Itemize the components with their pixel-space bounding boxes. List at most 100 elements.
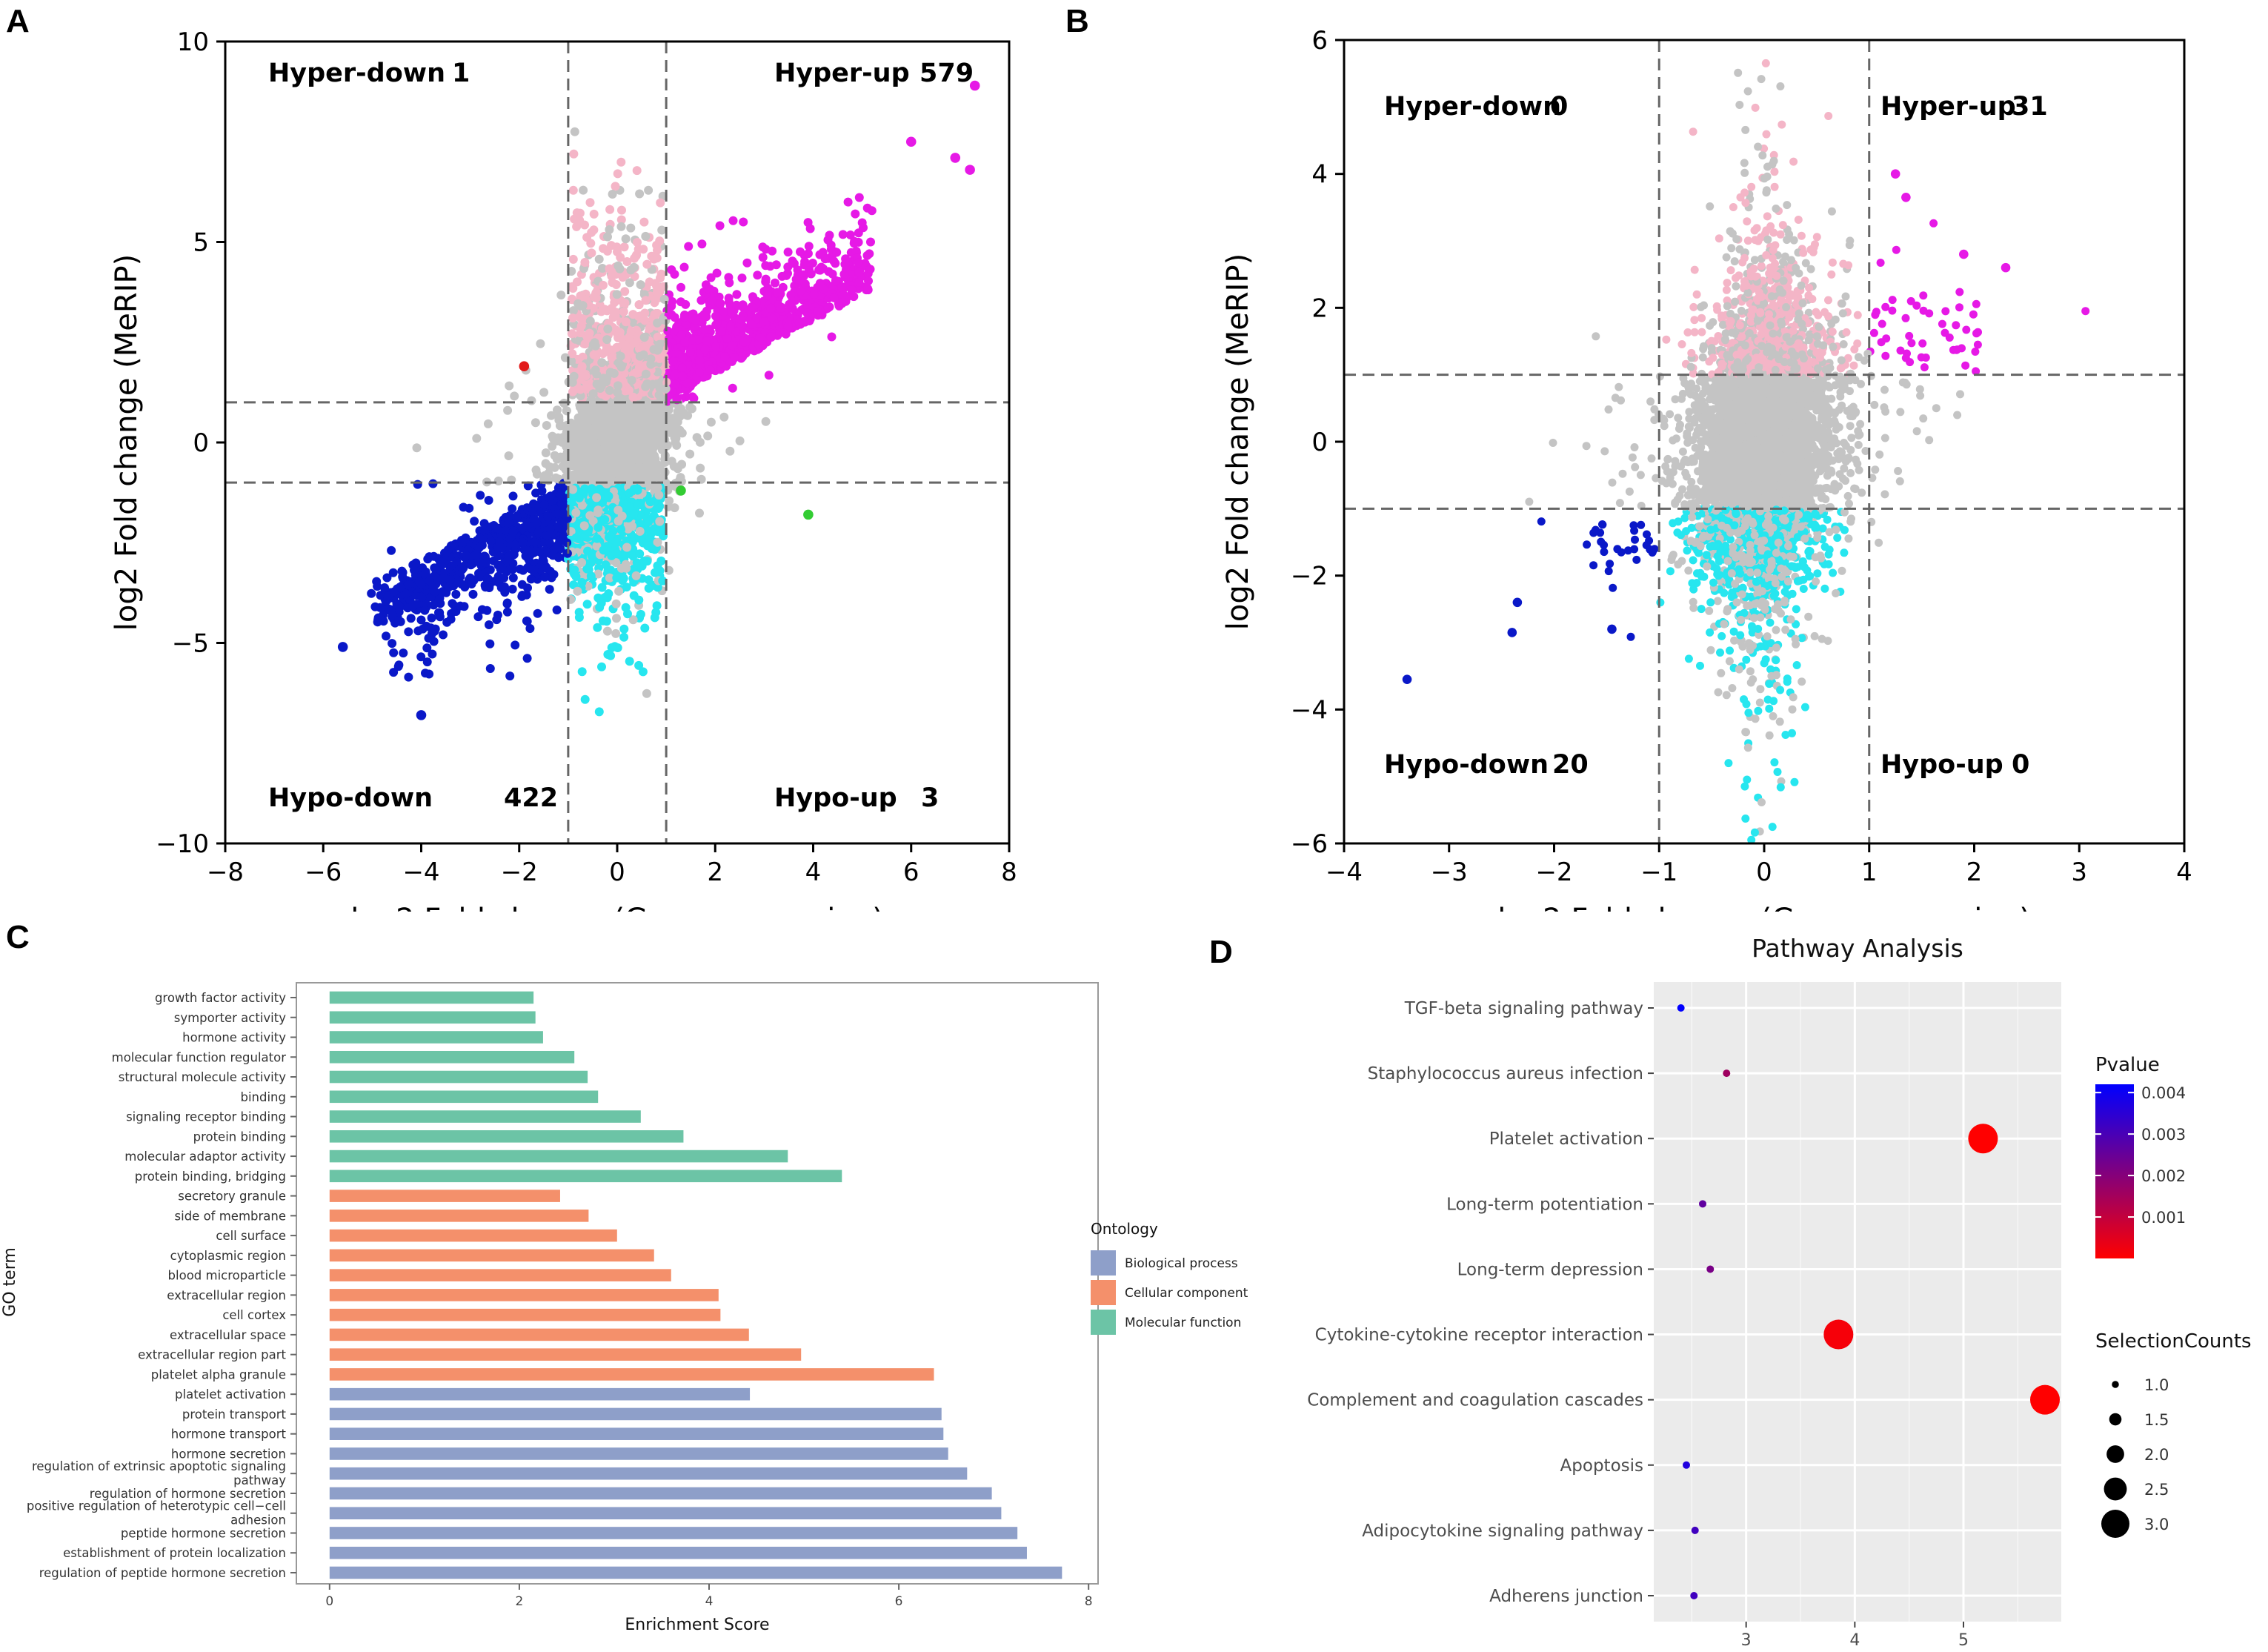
data-point — [866, 237, 875, 247]
data-point — [799, 260, 809, 270]
data-point — [396, 583, 405, 592]
data-point — [815, 250, 825, 259]
data-point — [761, 261, 771, 271]
data-point — [382, 573, 392, 583]
data-point — [763, 291, 772, 300]
data-point — [634, 456, 644, 465]
data-point — [439, 630, 448, 640]
data-point — [599, 457, 609, 466]
data-point — [540, 572, 550, 582]
data-point — [700, 345, 710, 354]
data-point — [427, 613, 436, 623]
data-point — [549, 434, 558, 444]
data-point — [485, 583, 494, 592]
data-point — [539, 388, 549, 397]
data-point — [522, 503, 532, 513]
data-point — [526, 574, 536, 584]
data-point — [711, 311, 720, 321]
data-point — [766, 303, 776, 313]
data-point — [829, 256, 839, 266]
data-point — [771, 278, 779, 288]
data-point — [679, 313, 689, 322]
data-point — [726, 322, 735, 331]
data-point — [502, 607, 512, 617]
data-point — [533, 528, 543, 537]
data-point — [558, 462, 568, 471]
data-point — [742, 258, 752, 268]
data-point — [416, 652, 426, 662]
data-point — [468, 589, 478, 599]
data-point — [388, 639, 397, 648]
data-point — [602, 626, 612, 636]
data-point — [839, 270, 849, 279]
data-point — [417, 592, 427, 602]
data-point — [834, 301, 844, 311]
data-point — [694, 335, 703, 345]
data-point — [804, 242, 814, 251]
data-point — [552, 606, 562, 614]
data-point — [843, 197, 853, 207]
data-point — [404, 627, 413, 637]
data-point — [513, 511, 522, 521]
data-point — [519, 545, 529, 554]
data-point — [569, 461, 579, 471]
data-point — [806, 269, 816, 279]
data-point — [411, 558, 421, 568]
data-point — [599, 402, 608, 412]
data-point — [724, 293, 734, 303]
data-point — [372, 577, 382, 586]
data-point — [380, 583, 389, 592]
data-point — [689, 394, 699, 403]
data-point — [702, 336, 711, 346]
data-point — [737, 273, 747, 283]
data-point — [829, 293, 839, 302]
data-point — [838, 230, 848, 239]
data-point — [865, 265, 875, 274]
data-point — [728, 383, 737, 393]
data-point — [389, 648, 399, 657]
data-point — [706, 273, 716, 282]
data-point — [642, 689, 651, 698]
data-point — [854, 228, 863, 238]
data-point — [456, 580, 466, 589]
data-point — [813, 306, 822, 316]
data-point — [393, 600, 402, 610]
data-point — [429, 551, 439, 561]
data-point — [782, 271, 791, 280]
data-point — [532, 469, 542, 479]
data-point — [636, 609, 645, 619]
data-point — [582, 443, 591, 453]
data-point — [577, 426, 586, 436]
data-point — [531, 537, 539, 547]
data-point — [803, 301, 812, 311]
data-point — [430, 626, 439, 636]
data-point — [489, 521, 499, 530]
data-point — [719, 307, 729, 316]
data-point — [508, 573, 518, 583]
data-point — [485, 664, 495, 673]
data-point — [645, 426, 655, 436]
data-point — [448, 599, 457, 608]
data-point — [634, 300, 644, 310]
data-point — [823, 235, 833, 245]
data-point — [783, 262, 793, 272]
data-point — [862, 251, 872, 260]
data-point — [508, 584, 517, 594]
data-point — [367, 588, 376, 598]
data-point — [676, 297, 685, 307]
data-point — [605, 463, 615, 473]
data-point — [613, 451, 623, 461]
data-point — [652, 466, 662, 476]
data-point — [673, 417, 682, 427]
data-point — [845, 230, 855, 239]
data-point — [854, 268, 864, 277]
data-point — [511, 640, 520, 650]
data-point — [725, 278, 734, 288]
data-point — [404, 672, 413, 682]
data-point — [711, 342, 720, 351]
data-point — [442, 555, 451, 565]
data-point — [413, 626, 423, 636]
data-point — [794, 318, 804, 328]
data-point — [383, 591, 393, 601]
data-point — [627, 426, 636, 436]
